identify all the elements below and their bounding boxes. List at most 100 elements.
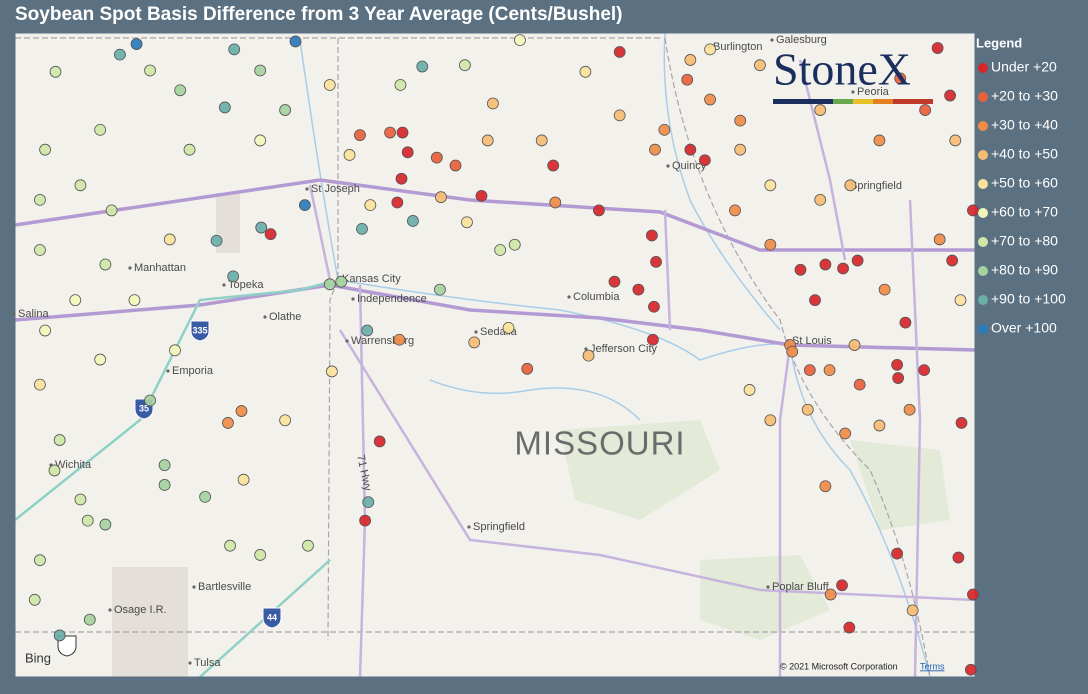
basis-point: [48, 464, 61, 477]
basis-point: [535, 134, 548, 147]
place-label: Bartlesville: [198, 581, 251, 593]
basis-point: [819, 258, 832, 271]
basis-point: [579, 65, 592, 78]
legend-label: +40 to +50: [991, 146, 1058, 162]
rivers: [299, 33, 931, 677]
basis-point: [325, 365, 338, 378]
basis-point: [114, 48, 126, 61]
provider: Bing: [25, 650, 51, 665]
basis-point: [218, 101, 231, 114]
place-label: Burlington: [713, 41, 763, 53]
basis-point: [931, 42, 944, 54]
basis-point: [918, 364, 931, 377]
basis-point: [144, 64, 156, 77]
basis-point: [254, 549, 267, 561]
legend: Under +20 +20 to +30 +30 to +40 +40 to +50 +…: [978, 59, 1066, 336]
basis-point: [954, 294, 967, 307]
basis-point: [844, 179, 857, 192]
basis-point: [362, 496, 375, 509]
basis-point: [819, 480, 832, 493]
basis-point: [734, 143, 747, 156]
basis-point: [836, 579, 848, 592]
basis-point: [698, 154, 711, 167]
basis-point: [521, 362, 534, 375]
highway-number: 412: [59, 640, 74, 650]
basis-point: [704, 43, 716, 56]
basis-point: [824, 588, 837, 601]
basis-point: [814, 193, 827, 206]
highway-shield: [262, 607, 282, 629]
map-frame: [14, 32, 976, 678]
basis-point: [514, 34, 526, 47]
basis-point: [395, 172, 408, 185]
basis-point: [704, 93, 716, 106]
logo-text: StoneX: [773, 44, 911, 95]
basis-point: [681, 73, 694, 86]
place-label: Galesburg: [776, 34, 827, 46]
basis-point: [613, 109, 626, 122]
basis-point: [894, 72, 907, 85]
legend-swatch: [978, 63, 988, 73]
basis-point: [224, 539, 236, 552]
basis-point: [163, 233, 176, 246]
basis-point: [764, 179, 777, 192]
basis-point: [81, 514, 94, 527]
place-label: Salina: [18, 308, 49, 320]
legend-label: +20 to +30: [991, 88, 1058, 104]
basis-point: [94, 353, 107, 366]
basis-point: [502, 321, 515, 334]
map: [15, 33, 975, 677]
basis-point: [458, 59, 471, 72]
title: Soybean Spot Basis Difference from 3 Yea…: [15, 4, 623, 25]
place-label: Peoria: [857, 86, 890, 98]
place-marker: [666, 164, 670, 168]
region-label: MISSOURI: [514, 425, 685, 462]
legend-label: Over +100: [991, 320, 1057, 336]
basis-point: [237, 473, 250, 486]
basis-point: [28, 593, 41, 606]
basis-point: [743, 384, 756, 396]
place-label: Tulsa: [194, 657, 221, 669]
basis-point: [53, 629, 66, 642]
place-label: Emporia: [172, 365, 214, 377]
basis-point: [53, 434, 66, 446]
basis-point: [449, 159, 462, 172]
legend-swatch: [978, 150, 988, 160]
basis-point: [401, 146, 414, 159]
place-marker: [345, 339, 349, 343]
basis-point: [49, 65, 62, 78]
basis-point: [434, 283, 446, 296]
basis-point: [39, 143, 52, 156]
basis-point: [361, 324, 374, 337]
basis-point: [764, 238, 777, 251]
basis-point: [647, 333, 659, 346]
basis-point: [235, 405, 248, 417]
place-label: Independence: [357, 293, 427, 305]
basis-point: [843, 621, 856, 634]
basis-point: [169, 344, 181, 357]
basis-point: [264, 228, 277, 241]
basis-point: [873, 134, 886, 147]
legend-label: Under +20: [991, 59, 1057, 75]
basis-point: [648, 300, 660, 313]
basis-point: [873, 419, 886, 432]
basis-point: [105, 204, 118, 217]
basis-point: [391, 196, 404, 209]
basis-point: [475, 189, 488, 202]
legend-swatch: [978, 121, 988, 131]
basis-point: [903, 403, 916, 416]
basis-point: [891, 547, 903, 560]
legend-label: +50 to +60: [991, 175, 1058, 191]
basis-point: [729, 204, 741, 217]
basis-point: [394, 79, 407, 91]
basis-point: [801, 403, 814, 416]
basis-point: [343, 149, 356, 161]
legend-label: +90 to +100: [991, 291, 1066, 307]
basis-point: [803, 364, 816, 377]
terms-link[interactable]: Terms: [920, 661, 945, 671]
basis-point: [289, 35, 302, 48]
place-label: Topeka: [228, 279, 264, 291]
data-points: [28, 34, 979, 676]
basis-point: [952, 551, 965, 564]
